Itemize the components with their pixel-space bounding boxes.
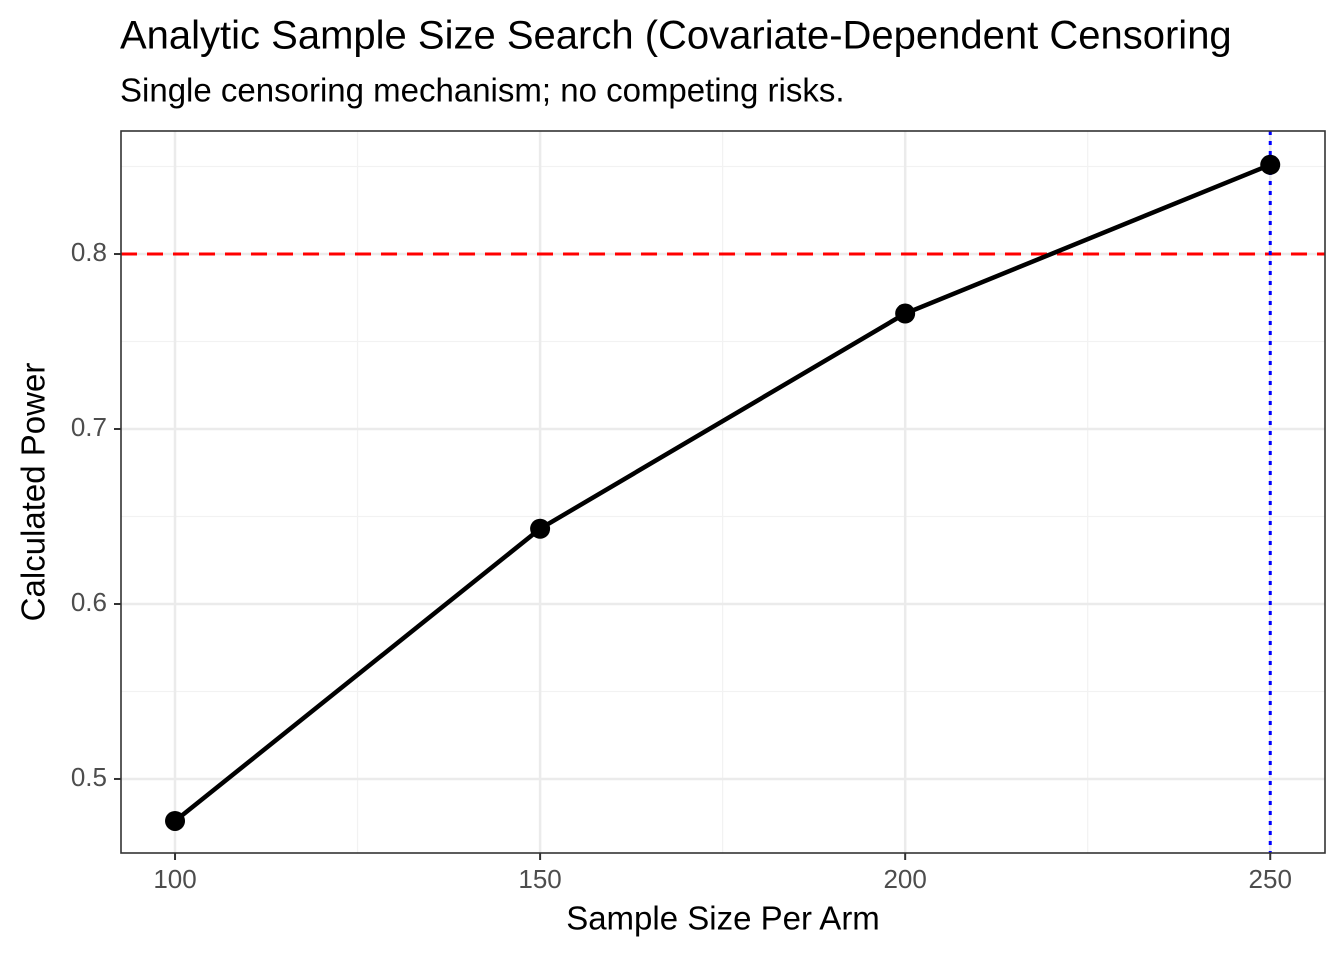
chart-title: Analytic Sample Size Search (Covariate-D… <box>120 14 1232 58</box>
point <box>530 518 551 539</box>
point <box>165 810 186 831</box>
x-axis-label: Sample Size Per Arm <box>566 900 880 937</box>
x-tick-label: 100 <box>153 864 196 894</box>
point <box>1260 154 1281 175</box>
point <box>895 303 916 324</box>
x-tick-label: 250 <box>1249 864 1292 894</box>
line <box>173 162 1272 823</box>
y-tick-label: 0.6 <box>71 587 107 617</box>
x-tick-label: 200 <box>883 864 926 894</box>
chart-subtitle: Single censoring mechanism; no competing… <box>120 72 845 109</box>
y-tick-label: 0.7 <box>71 412 107 442</box>
y-tick-label: 0.5 <box>71 762 107 792</box>
y-tick-label: 0.8 <box>71 237 107 267</box>
y-axis-label: Calculated Power <box>15 363 52 622</box>
x-tick-label: 150 <box>518 864 561 894</box>
plot-border <box>120 130 1326 854</box>
